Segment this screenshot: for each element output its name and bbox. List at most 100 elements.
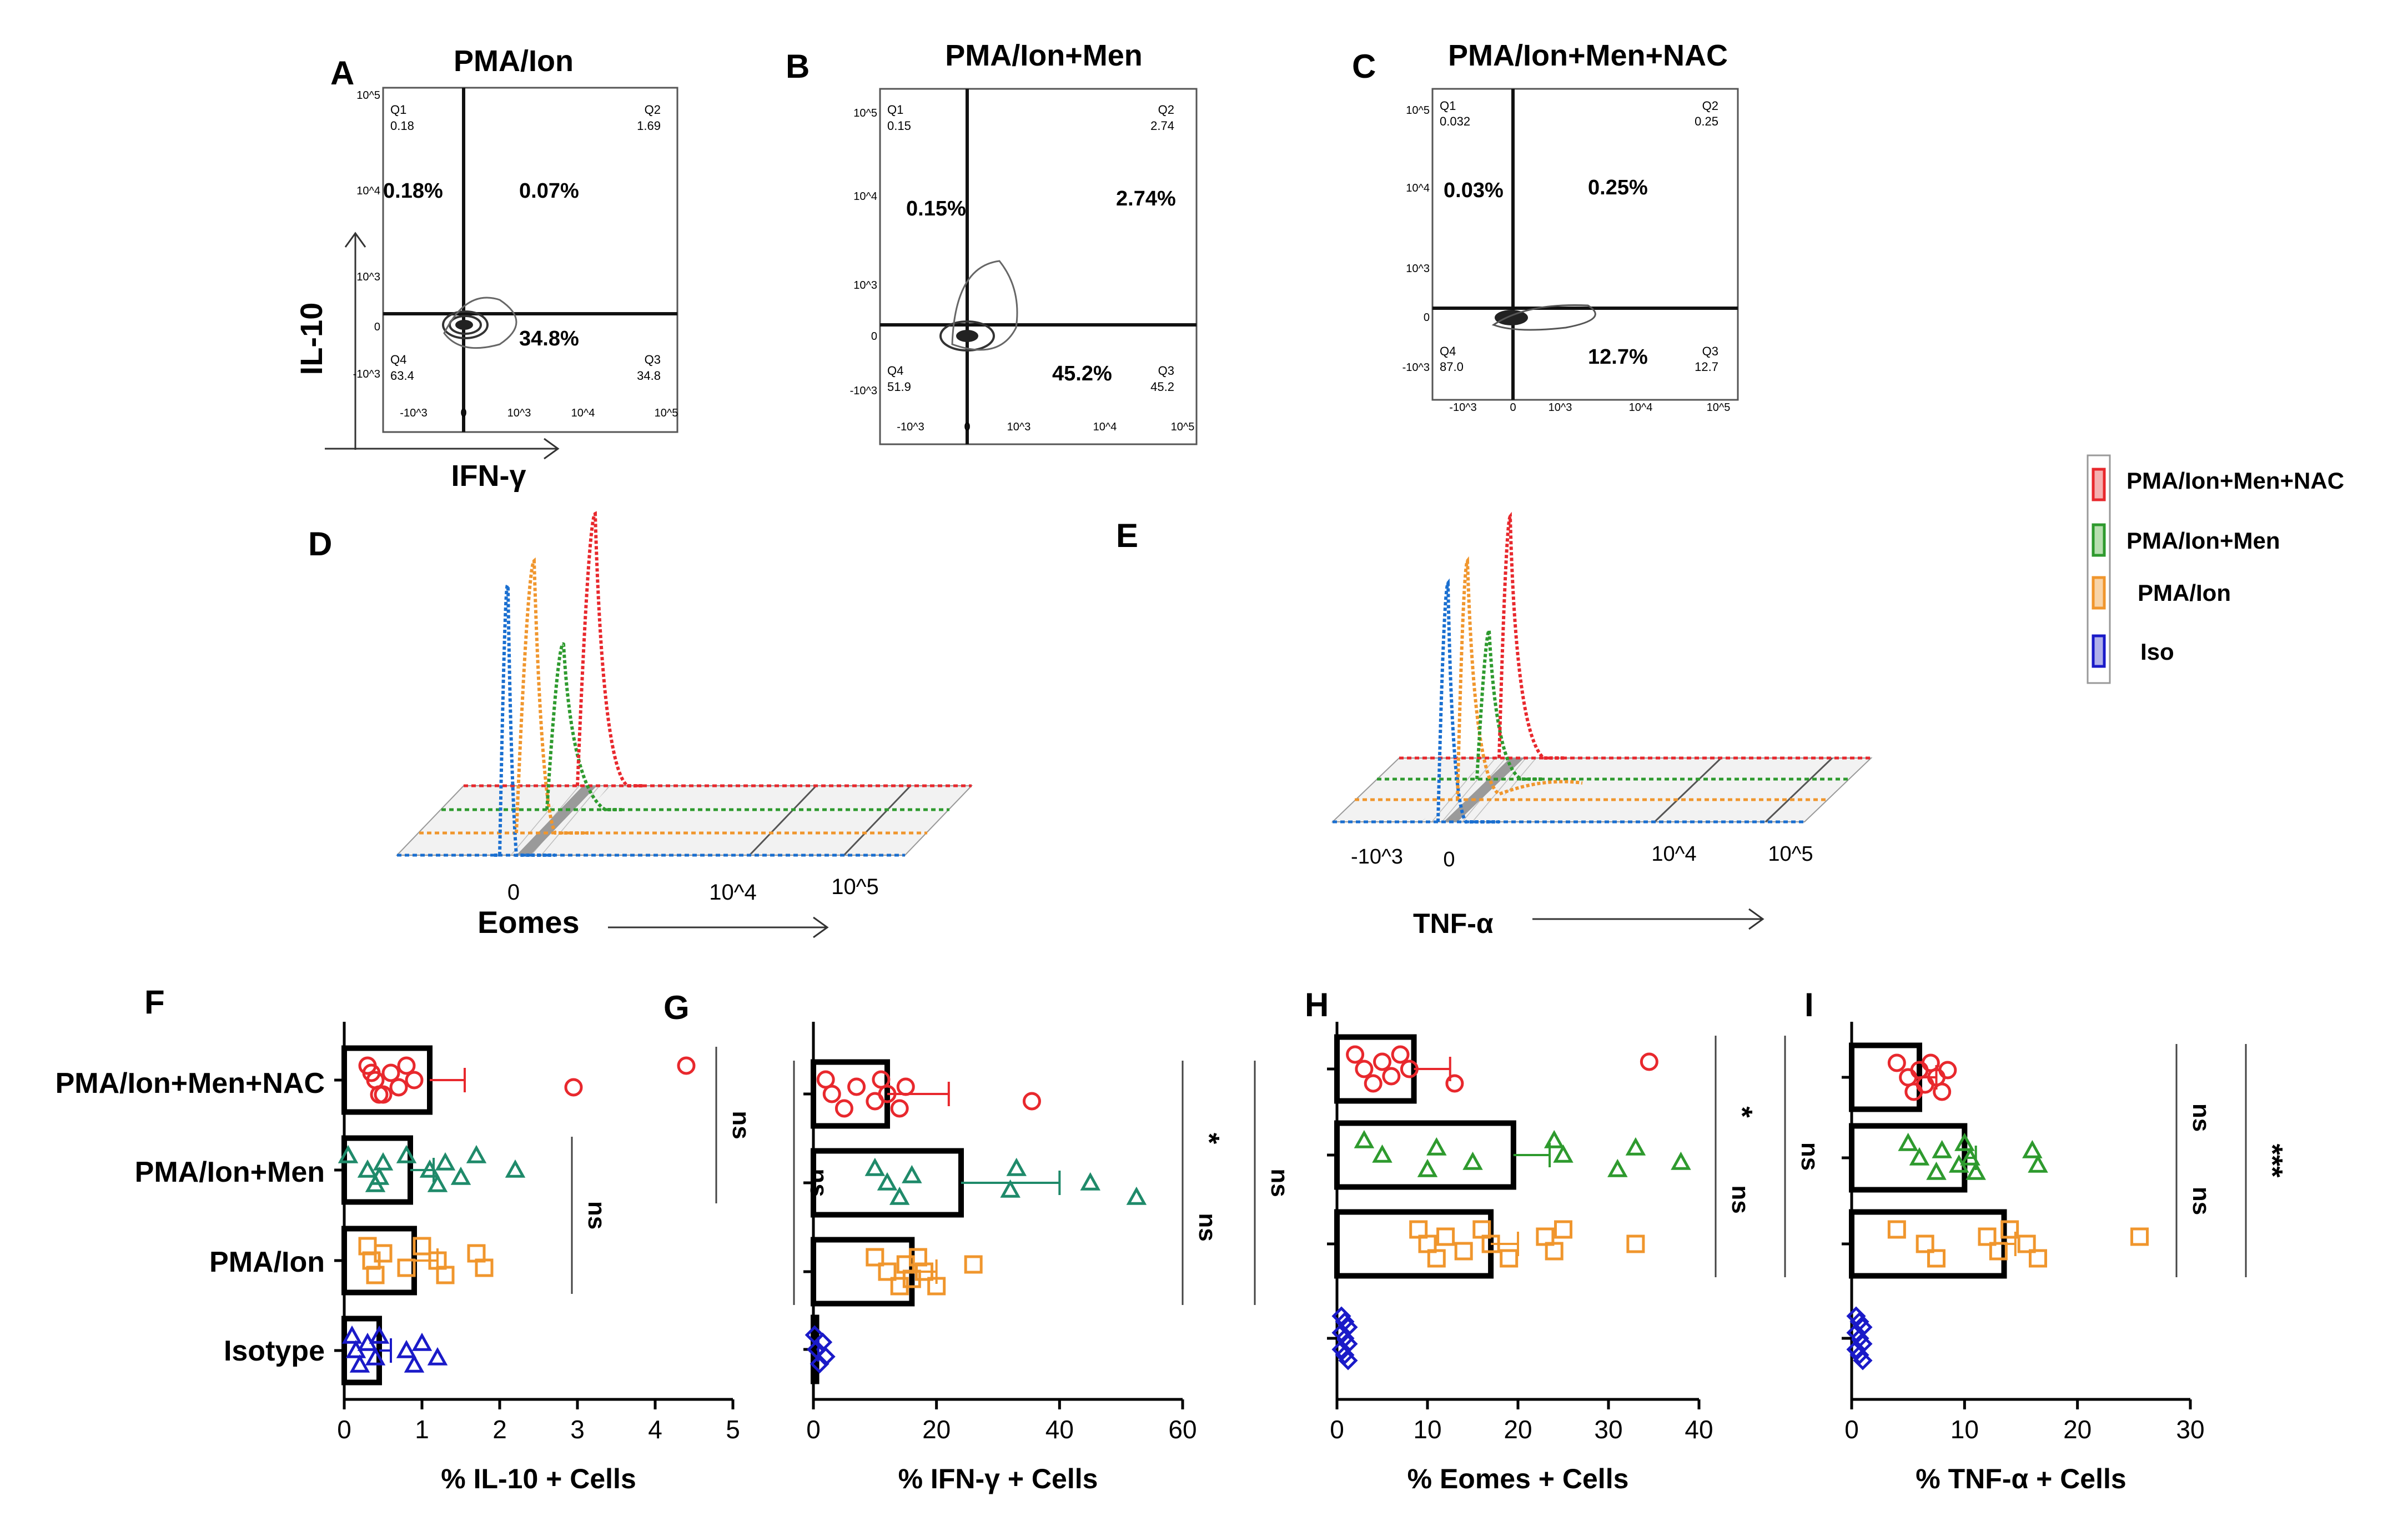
x-tick: 10^5	[655, 407, 678, 419]
q3-label: Q3	[1702, 344, 1718, 358]
x-tick: -10^3	[897, 421, 924, 433]
data-point	[1965, 1161, 1986, 1180]
panel-c: C PMA/Ion+Men+NAC Q1 0.032 Q2 0.25 Q3 12…	[1352, 39, 1739, 401]
x-tick-label: 0	[337, 1415, 351, 1444]
y-tick: 10^5	[1406, 104, 1430, 117]
q3-percent: 12.7%	[1588, 345, 1648, 369]
data-point	[1933, 1082, 1952, 1101]
data-point	[397, 1056, 416, 1075]
data-point	[369, 1325, 390, 1344]
arrow-head	[1748, 908, 1764, 930]
data-point	[381, 1063, 400, 1082]
q2-label: Q2	[645, 103, 661, 117]
panel-letter: E	[1116, 517, 1138, 554]
density-contour	[939, 320, 995, 352]
x-tick: 10^5	[831, 875, 879, 899]
x-tick: 10^4	[709, 880, 757, 905]
data-point	[1607, 1158, 1628, 1177]
data-point	[1338, 1351, 1358, 1371]
data-point	[677, 1056, 696, 1075]
plot-frame	[382, 87, 678, 433]
data-point	[1625, 1137, 1646, 1156]
q3-value: 45.2	[1150, 380, 1174, 394]
legend-swatch	[2092, 523, 2106, 557]
data-point	[2000, 1220, 2019, 1239]
data-point	[2017, 1234, 2036, 1253]
q3-value: 12.7	[1695, 360, 1718, 374]
data-point	[877, 1172, 898, 1191]
x-tick-label: 10	[1950, 1415, 1979, 1444]
histogram-floor	[516, 786, 597, 855]
data-point	[1372, 1144, 1392, 1163]
data-point	[396, 1145, 417, 1163]
x-tick-label: 30	[1594, 1415, 1622, 1444]
data-point	[1331, 1339, 1351, 1359]
q3-value: 34.8	[637, 369, 661, 383]
panel-letter: H	[1305, 986, 1329, 1023]
x-tick-label: 60	[1168, 1415, 1197, 1444]
y-tick: 0	[374, 321, 380, 333]
q2-label: Q2	[1158, 103, 1174, 117]
legend-label: PMA/Ion+Men	[2127, 528, 2280, 554]
density-contour	[1491, 304, 1596, 331]
significance-label: ns	[2188, 1103, 2215, 1132]
q1-percent: 0.03%	[1444, 179, 1504, 202]
x-tick: -10^3	[400, 407, 427, 419]
bar	[811, 1148, 964, 1218]
histogram-pma	[515, 557, 589, 835]
q4-value: 51.9	[887, 380, 911, 394]
y-tick: 10^5	[356, 89, 380, 102]
q3-label: Q3	[645, 353, 661, 367]
significance-label: ***	[2256, 1144, 2288, 1178]
chart-panel-i: 0 10 20 30 % TNF-α + Cells ns ns ***	[1842, 1022, 2288, 1494]
data-point	[1400, 1060, 1419, 1078]
y-tick: 0	[871, 330, 877, 343]
data-point	[1960, 1147, 1980, 1166]
data-point	[450, 1166, 471, 1185]
x-axis-label: IFN-γ	[451, 459, 526, 493]
q4-label: Q4	[887, 364, 903, 378]
y-tick: -10^3	[850, 385, 877, 397]
x-tick-label: 20	[922, 1415, 951, 1444]
x-tick-label: 1	[415, 1415, 429, 1444]
data-point	[889, 1186, 910, 1205]
data-point	[365, 1347, 386, 1366]
data-point	[1426, 1137, 1447, 1156]
arrow-head	[813, 916, 829, 938]
category-label: PMA/Ion+Men+NAC	[56, 1067, 325, 1100]
data-point	[1354, 1130, 1375, 1148]
data-point	[878, 1262, 897, 1281]
data-point	[896, 1077, 915, 1096]
density-contour	[951, 260, 1018, 351]
histogram-floor	[395, 785, 973, 856]
data-point	[1554, 1220, 1572, 1239]
q1-value: 0.15	[887, 119, 911, 133]
category-label: Isotype	[224, 1335, 325, 1367]
x-tick: 0	[507, 880, 520, 905]
x-tick-label: 4	[648, 1415, 662, 1444]
legend-label: PMA/Ion+Men+NAC	[2127, 468, 2344, 494]
chart-panel-f: 0 1 2 3 4 5 % IL-10 + Cells ns ns	[334, 1022, 755, 1494]
data-point	[866, 1248, 884, 1267]
chart-panel-g: 0 20 40 60 % IFN-γ + Cells * ns ns ns	[793, 1022, 1293, 1494]
data-point	[878, 1085, 897, 1103]
data-point	[1436, 1227, 1455, 1246]
data-point	[1346, 1045, 1365, 1064]
y-tick: -10^3	[1402, 362, 1430, 374]
x-tick: 10^3	[507, 407, 531, 419]
data-point	[389, 1078, 408, 1097]
x-tick-label: 10	[1413, 1415, 1441, 1444]
data-point	[807, 1339, 827, 1359]
histogram-nac	[576, 511, 644, 787]
data-point	[1382, 1067, 1401, 1086]
y-tick: 10^3	[356, 271, 380, 283]
data-point	[1989, 1242, 2008, 1261]
significance-label: ns	[1194, 1213, 1221, 1241]
q3-label: Q3	[1158, 364, 1174, 378]
q2-value: 0.25	[1695, 114, 1718, 128]
data-point	[397, 1258, 416, 1277]
data-point	[890, 1099, 909, 1118]
x-axis-label: TNF-α	[1413, 908, 1494, 939]
panel-letter: F	[144, 983, 165, 1021]
q3-percent: 34.8%	[519, 327, 579, 350]
